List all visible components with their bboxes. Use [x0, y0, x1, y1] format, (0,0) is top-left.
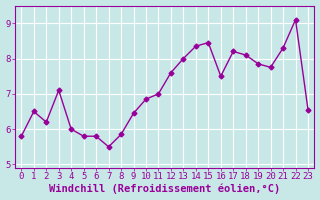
X-axis label: Windchill (Refroidissement éolien,°C): Windchill (Refroidissement éolien,°C) [49, 184, 280, 194]
